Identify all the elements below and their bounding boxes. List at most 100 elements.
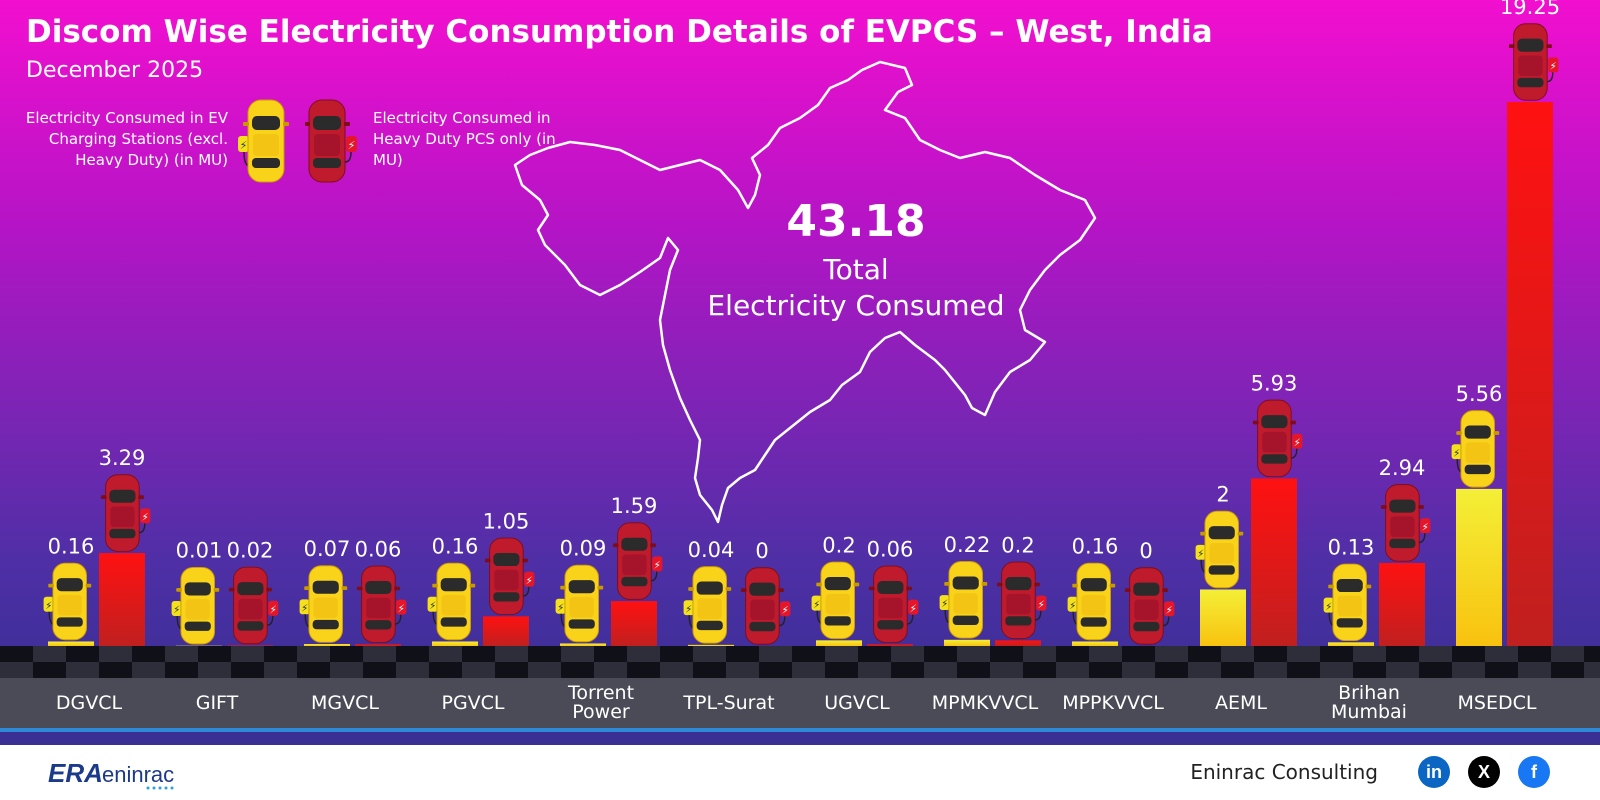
bar-series-a <box>48 641 94 646</box>
track-cell <box>693 662 726 678</box>
accent-line <box>0 728 1600 732</box>
data-label-series-a: 0.2 <box>822 533 855 557</box>
total-label: Total Electricity Consumed <box>660 252 1052 324</box>
bar-series-b <box>611 601 657 646</box>
track-cell <box>1122 646 1155 662</box>
track-cell <box>1155 662 1188 678</box>
category-label: MPMKVVCL <box>932 692 1039 714</box>
data-label-series-a: 0.16 <box>1072 534 1119 558</box>
track-cell <box>924 646 957 662</box>
data-label-series-b: 0.06 <box>355 537 402 561</box>
track-cell <box>594 646 627 662</box>
bar-series-b <box>1251 478 1297 646</box>
category-label: GIFT <box>196 692 239 714</box>
facebook-icon[interactable]: f <box>1518 756 1550 788</box>
eninrac-logo: ERA eninrac <box>48 758 174 790</box>
data-label-series-b: 5.93 <box>1251 371 1298 395</box>
total-label-line1: Total <box>823 253 889 286</box>
track-cell <box>363 662 396 678</box>
data-label-series-b: 19.25 <box>1500 0 1560 19</box>
data-label-series-b: 0 <box>755 539 768 563</box>
red-car-icon <box>484 537 536 616</box>
category-label: TPL-Surat <box>682 692 774 714</box>
track-cell <box>66 646 99 662</box>
data-label-series-b: 3.29 <box>99 446 146 470</box>
india-west-map <box>513 60 1097 524</box>
page-title: Discom Wise Electricity Consumption Deta… <box>26 14 1213 50</box>
bar-series-a <box>304 644 350 646</box>
track-cell <box>759 662 792 678</box>
x-icon[interactable]: X <box>1468 756 1500 788</box>
red-car-icon <box>612 522 664 601</box>
legend-label-series-b: Electricity Consumed in Heavy Duty PCS o… <box>373 109 556 169</box>
red-car-icon <box>1124 566 1176 646</box>
legend-yellow-car-icon <box>237 99 290 183</box>
track-cell <box>1419 662 1452 678</box>
red-car-icon <box>228 566 280 645</box>
track-cell <box>429 662 462 678</box>
legend-icons <box>237 99 358 183</box>
bar-series-a <box>944 639 990 646</box>
track-cell <box>858 646 891 662</box>
yellow-car-icon <box>170 566 220 645</box>
bar-series-b <box>995 640 1041 646</box>
bar-series-b <box>99 553 145 646</box>
data-label-series-b: 0.2 <box>1001 533 1034 557</box>
data-label-series-b: 2.94 <box>1379 456 1426 480</box>
bar-series-b <box>483 616 529 646</box>
track-cell <box>1287 662 1320 678</box>
data-label-series-a: 0.16 <box>432 534 479 558</box>
track-cell <box>1221 662 1254 678</box>
track-cell <box>297 662 330 678</box>
category-label: UGVCL <box>824 692 890 714</box>
track-cell <box>1452 646 1485 662</box>
track-cell <box>891 662 924 678</box>
company-name: Eninrac Consulting <box>1190 760 1378 784</box>
yellow-car-icon <box>1066 562 1116 641</box>
track-cell <box>330 646 363 662</box>
track-cell <box>165 662 198 678</box>
legend-red-car-icon <box>305 99 358 183</box>
track-cell <box>0 646 33 662</box>
red-car-icon <box>1252 399 1304 478</box>
track-cell <box>660 646 693 662</box>
data-label-series-a: 0.13 <box>1328 535 1375 559</box>
linkedin-icon[interactable]: in <box>1418 756 1450 788</box>
track-cell <box>132 646 165 662</box>
category-label: MPPKVVCL <box>1062 692 1164 714</box>
checkered-track <box>0 646 1600 678</box>
bar-series-b <box>1507 102 1553 646</box>
category-label: Brihan Mumbai <box>1331 682 1407 723</box>
bar-series-a <box>1072 641 1118 646</box>
track-cell <box>825 662 858 678</box>
data-label-series-a: 0.16 <box>48 534 95 558</box>
svg-text:ERA: ERA <box>48 758 103 788</box>
track-cell <box>1518 646 1551 662</box>
bar-series-b <box>355 644 401 646</box>
data-label-series-a: 0.22 <box>944 533 991 557</box>
bar-series-a <box>1200 589 1246 646</box>
category-label: MGVCL <box>311 692 379 714</box>
track-cell <box>957 662 990 678</box>
track-cell <box>1353 662 1386 678</box>
track-cell <box>1254 646 1287 662</box>
track-cell <box>396 646 429 662</box>
data-label-series-b: 0.06 <box>867 537 914 561</box>
data-label-series-a: 5.56 <box>1456 382 1503 406</box>
red-car-icon <box>356 565 408 644</box>
page-subtitle: December 2025 <box>26 58 204 83</box>
yellow-car-icon <box>682 565 732 644</box>
yellow-car-icon <box>42 562 92 641</box>
category-label: Torrent Power <box>567 682 634 723</box>
track-cell <box>1089 662 1122 678</box>
footer: ERA eninrac Eninrac Consulting in X f <box>0 745 1600 800</box>
red-car-icon <box>100 474 152 553</box>
category-label: MSEDCL <box>1458 692 1537 714</box>
bar-series-b <box>867 644 913 646</box>
total-value: 43.18 <box>786 196 926 247</box>
track-cell <box>561 662 594 678</box>
data-label-series-b: 0 <box>1139 539 1152 563</box>
track-cell <box>1485 662 1518 678</box>
yellow-car-icon <box>1450 409 1500 488</box>
legend-label-series-a: Electricity Consumed in EV Charging Stat… <box>25 109 228 169</box>
